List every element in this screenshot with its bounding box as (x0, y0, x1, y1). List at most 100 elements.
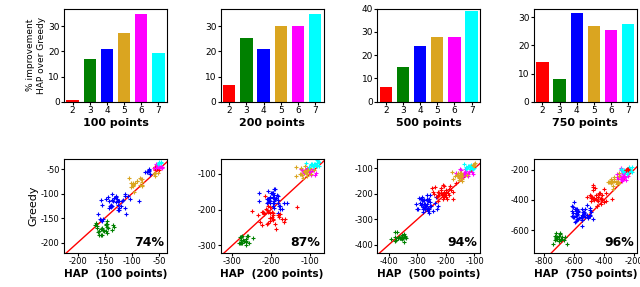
Point (442, 196, 452, 201)
Point (235, 240, 245, 245)
Point (314, 160, 324, 164)
Point (417, 198, 427, 202)
Point (415, 200, 425, 205)
Point (623, 167, 633, 172)
Point (118, 197, 128, 202)
Text: 74%: 74% (134, 236, 164, 249)
Point (132, 179, 143, 183)
Point (621, 169, 631, 174)
Point (614, 171, 624, 176)
Point (265, 211, 275, 216)
Point (269, 186, 279, 191)
Point (273, 198, 283, 203)
Point (296, 172, 307, 176)
Point (592, 198, 602, 203)
Point (437, 192, 447, 197)
Point (605, 181, 616, 186)
Point (96, 227, 106, 231)
Point (443, 190, 453, 195)
Point (92, 224, 102, 228)
Point (136, 177, 147, 181)
Point (458, 172, 468, 177)
Point (134, 182, 145, 187)
Point (461, 166, 472, 170)
Point (109, 225, 119, 229)
Point (588, 188, 598, 193)
Point (391, 237, 401, 242)
Point (236, 241, 246, 246)
Point (453, 170, 463, 175)
Point (258, 210, 268, 214)
Point (609, 174, 619, 179)
Point (596, 196, 607, 200)
Point (625, 166, 635, 171)
Point (437, 192, 447, 197)
X-axis label: HAP  (100 points): HAP (100 points) (64, 269, 167, 278)
Point (154, 168, 164, 173)
Point (114, 199, 124, 203)
Point (412, 207, 422, 212)
Point (422, 197, 432, 201)
Point (268, 191, 278, 195)
Point (447, 189, 458, 194)
Point (137, 183, 147, 187)
Point (593, 191, 604, 195)
Point (455, 167, 465, 172)
Point (310, 173, 321, 178)
Point (140, 170, 150, 175)
Point (268, 211, 278, 216)
Point (102, 230, 112, 235)
Point (98, 217, 108, 222)
Point (264, 199, 275, 204)
Point (457, 173, 467, 178)
Point (302, 166, 312, 170)
Point (241, 239, 252, 244)
Point (616, 178, 627, 183)
Point (626, 168, 636, 173)
Point (586, 198, 596, 203)
Point (586, 194, 596, 199)
Point (455, 170, 465, 175)
Point (616, 167, 626, 171)
Point (310, 162, 321, 167)
Point (307, 162, 317, 167)
Point (424, 197, 434, 201)
Point (612, 180, 623, 185)
Point (102, 225, 113, 230)
Point (144, 168, 154, 172)
Point (571, 209, 581, 214)
Point (396, 236, 406, 241)
Bar (431, 36, 444, 102)
Point (145, 171, 155, 176)
Point (237, 241, 247, 245)
Point (573, 210, 583, 214)
Point (309, 164, 319, 168)
Point (623, 166, 634, 170)
Point (273, 213, 283, 217)
Point (152, 165, 163, 170)
Point (430, 201, 440, 205)
Point (267, 210, 277, 214)
Point (454, 175, 465, 180)
Point (101, 197, 111, 201)
Point (125, 197, 135, 201)
X-axis label: 200 points: 200 points (239, 118, 305, 128)
Point (425, 192, 435, 197)
Point (120, 191, 131, 196)
Point (612, 174, 622, 179)
Point (573, 209, 584, 214)
Point (617, 175, 627, 179)
Point (460, 167, 470, 171)
Point (612, 172, 622, 176)
Point (422, 197, 433, 202)
Point (463, 164, 474, 168)
Point (550, 234, 561, 239)
Point (247, 209, 257, 214)
Point (572, 212, 582, 216)
Point (580, 215, 591, 220)
Point (577, 207, 587, 212)
Point (469, 162, 479, 166)
Point (126, 181, 136, 186)
Point (296, 166, 307, 170)
Point (434, 191, 444, 196)
